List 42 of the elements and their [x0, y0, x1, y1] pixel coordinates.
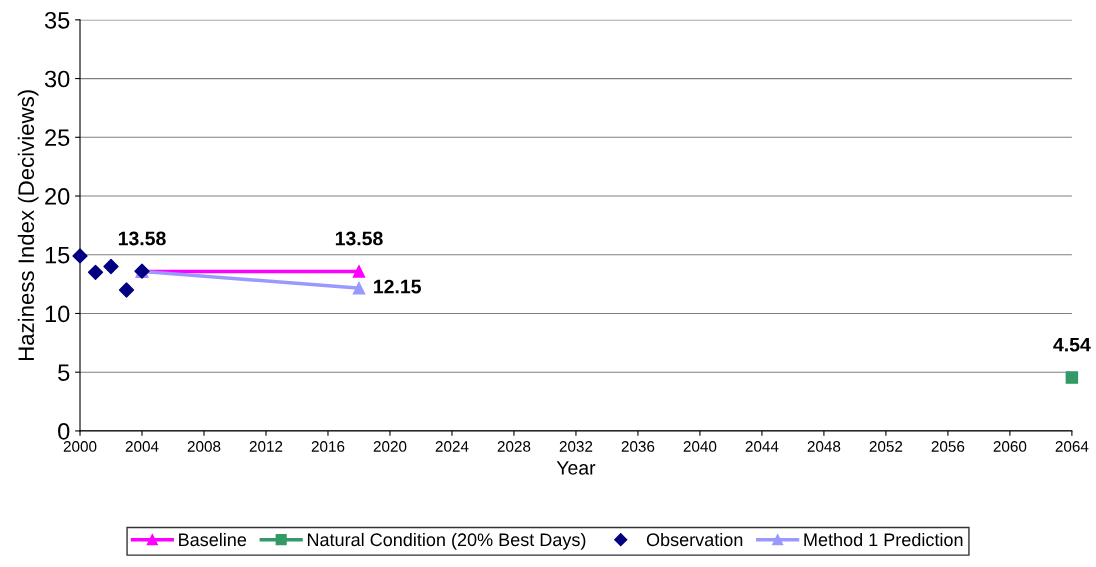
legend-label: Natural Condition (20% Best Days) [307, 532, 586, 550]
x-tick-label: 2048 [807, 441, 841, 452]
y-axis-title: Haziness Index (Deciviews) [17, 90, 39, 361]
point [87, 264, 104, 281]
data-label: 12.15 [374, 279, 421, 294]
legend-label: Method 1 Prediction [804, 532, 963, 547]
x-tick-label: 2016 [311, 441, 345, 452]
x-tick-label: 2064 [1055, 441, 1089, 452]
data-label: 4.54 [1053, 337, 1091, 352]
point [118, 282, 135, 298]
y-tick-label: 35 [44, 11, 70, 29]
x-tick-label: 2044 [745, 441, 779, 452]
point [1065, 371, 1079, 384]
point [352, 281, 366, 295]
point [72, 248, 88, 264]
x-axis-title: Year [556, 461, 596, 475]
point [352, 265, 366, 278]
x-tick-label: 2004 [125, 441, 159, 452]
point [103, 258, 119, 275]
x-tick-label: 2060 [993, 441, 1027, 452]
x-tick-label: 2040 [683, 441, 717, 452]
y-tick-label: 30 [44, 70, 70, 88]
x-tick-label: 2000 [63, 441, 97, 452]
x-tick-label: 2012 [249, 441, 283, 452]
y-tick-label: 25 [45, 129, 70, 147]
data-label: 13.58 [335, 231, 383, 246]
legend-label: Baseline [179, 532, 247, 547]
y-tick-label: 0 [58, 422, 70, 440]
y-tick-label: 5 [58, 364, 70, 381]
y-tick-label: 10 [45, 305, 70, 323]
x-tick-label: 2056 [931, 441, 965, 452]
x-tick-label: 2032 [559, 441, 593, 452]
x-tick-label: 2028 [497, 441, 531, 452]
x-tick-label: 2052 [869, 441, 903, 452]
x-tick-label: 2024 [435, 441, 469, 452]
x-tick-label: 2020 [373, 441, 407, 452]
x-tick-label: 2008 [187, 441, 221, 452]
x-tick-label: 2036 [621, 441, 655, 452]
y-tick-label: 20 [45, 188, 70, 205]
y-tick-label: 15 [45, 247, 70, 264]
legend-label: Observation [646, 532, 743, 547]
data-label: 13.58 [118, 231, 166, 246]
